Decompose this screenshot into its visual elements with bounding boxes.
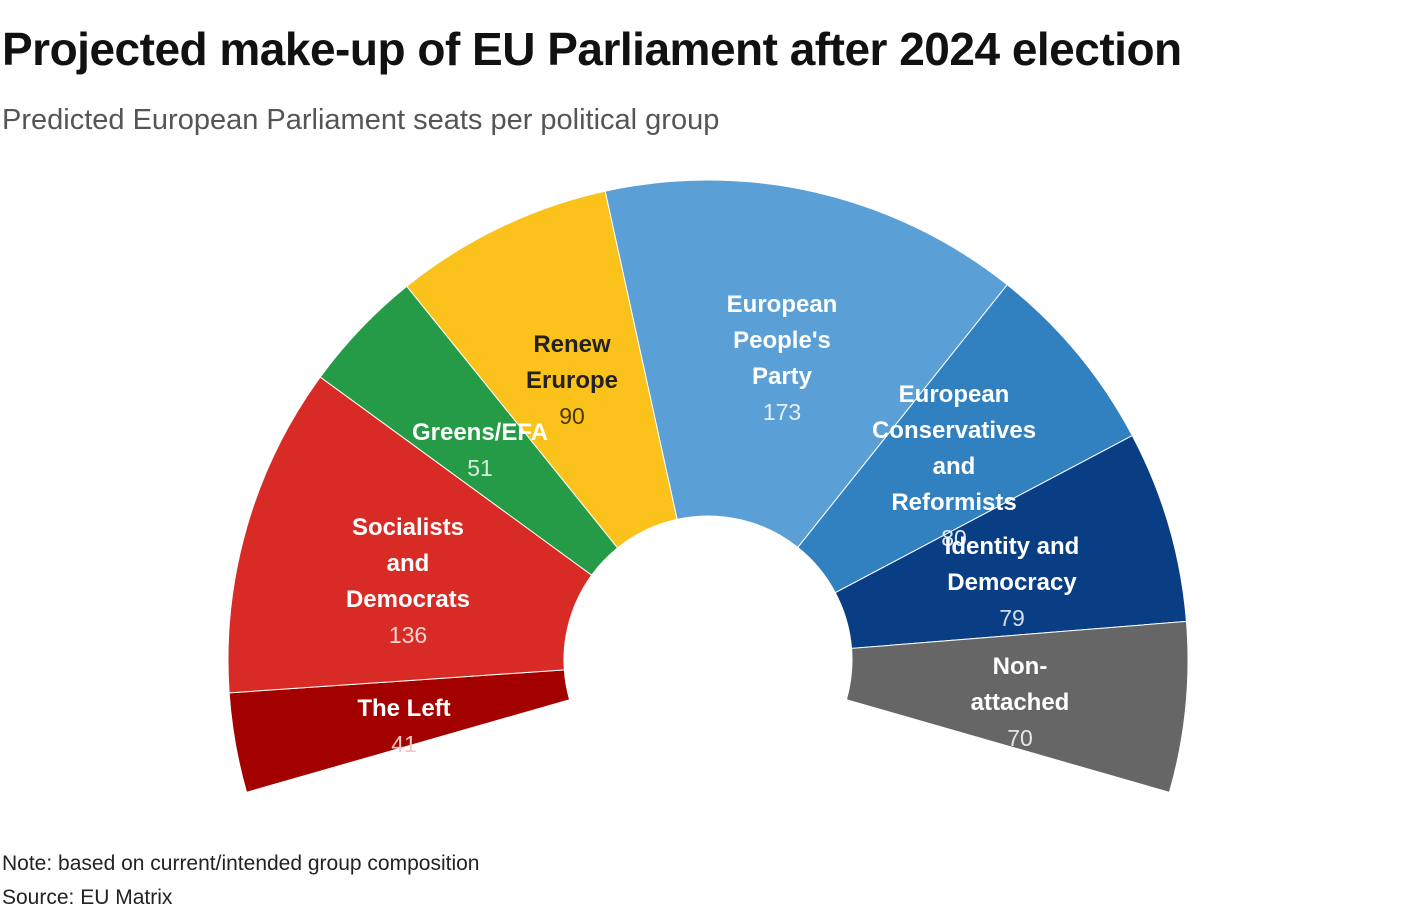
segment-label: European: [899, 381, 1010, 408]
segment-european-people-s-party: [604, 179, 1008, 549]
segment-value: 41: [391, 731, 417, 757]
segment-label: Party: [752, 363, 813, 390]
segment-socialists-and-democrats: [227, 376, 593, 694]
chart-segments: [227, 179, 1189, 793]
segment-label: Greens/EFA: [412, 419, 548, 446]
segment-value: 136: [389, 622, 427, 648]
segment-value: 80: [941, 525, 967, 551]
segment-label: Conservatives: [872, 417, 1036, 444]
segment-label: and: [933, 453, 976, 480]
segment-label: attached: [971, 689, 1070, 716]
segment-label: Identity and: [945, 533, 1080, 560]
label-group-european-conservatives-and-reformists: European Conservatives and Reformists 80: [872, 381, 1036, 551]
label-group-renew-erurope: Renew Erurope 90: [526, 331, 618, 429]
segment-value: 90: [559, 403, 585, 429]
segment-value: 70: [1007, 725, 1033, 751]
segment-label: People's: [733, 327, 831, 354]
segment-value: 79: [999, 605, 1025, 631]
label-group-non-attached: Non-attached 70: [971, 653, 1070, 751]
segment-label: The Left: [357, 695, 450, 722]
segment-value: 173: [763, 399, 801, 425]
segment-value: 51: [467, 455, 493, 481]
chart-note: Note: based on current/intended group co…: [2, 852, 480, 875]
label-group-european-people-s-party: European People's Party 173: [727, 291, 838, 425]
parliament-chart: The Left 41 Socialists and Democrats 136 Green…: [227, 179, 1189, 793]
segment-label: Non-: [993, 653, 1048, 680]
segment-non-attached: [845, 620, 1189, 793]
segment-label: Erurope: [526, 367, 618, 394]
chart-subtitle: Predicted European Parliament seats per …: [2, 104, 720, 136]
chart-title: Projected make-up of EU Parliament after…: [2, 23, 1182, 75]
segment-identity-and-democracy: [834, 434, 1187, 649]
segment-label: and: [387, 550, 430, 577]
segment-european-conservatives-and-reformists: [797, 284, 1133, 594]
segment-renew-erurope: [406, 190, 678, 549]
segment-label: Democrats: [346, 586, 470, 613]
segment-label: Socialists: [352, 514, 464, 541]
chart-source: Source: EU Matrix: [2, 886, 173, 909]
label-group-identity-and-democracy: Identity and Democracy 79: [945, 533, 1080, 631]
segment-label: European: [727, 291, 838, 318]
segment-label: Reformists: [891, 489, 1016, 516]
label-group-the-left: The Left 41: [357, 695, 450, 757]
label-group-socialists-and-democrats: Socialists and Democrats 136: [346, 514, 470, 648]
label-group-greens-efa: Greens/EFA 51: [412, 419, 548, 481]
chart-labels: The Left 41 Socialists and Democrats 136 Green…: [346, 291, 1079, 757]
segment-label: Renew: [533, 331, 611, 358]
segment-label: Democracy: [947, 569, 1077, 596]
